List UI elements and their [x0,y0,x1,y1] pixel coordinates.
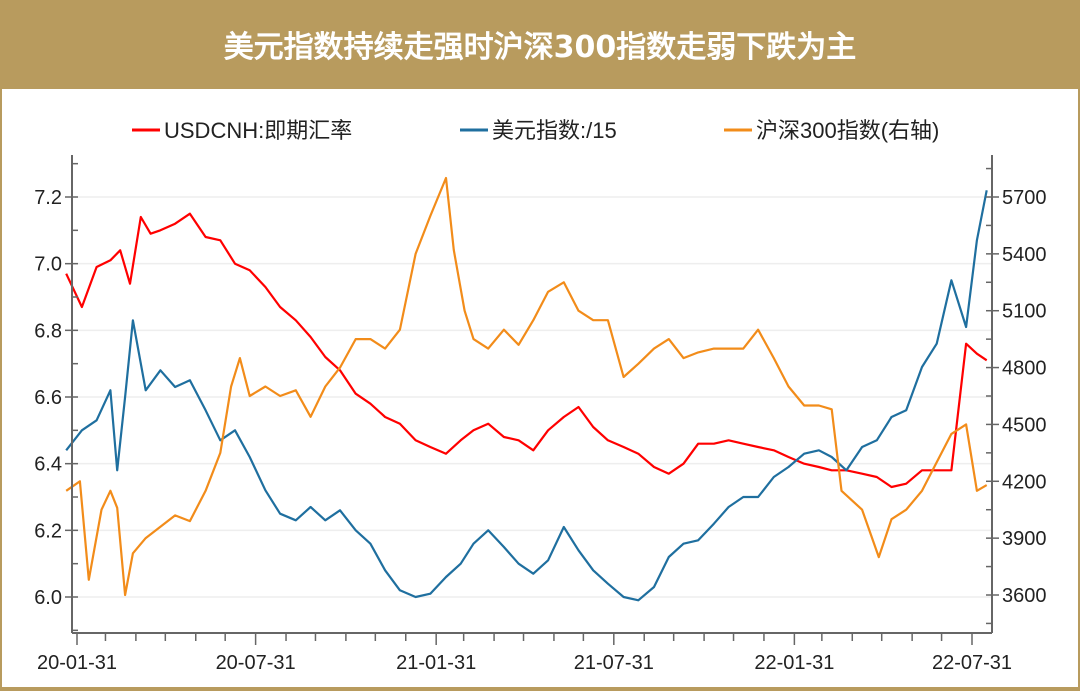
legend-item: 美元指数:/15 [460,118,617,143]
left-tick-label: 7.0 [34,254,62,276]
left-tick-label: 6.6 [34,387,62,409]
legend: USDCNH:即期汇率 美元指数:/15 沪深300指数(右轴) [132,118,939,143]
x-tick-label: 20-07-31 [216,652,296,674]
right-tick-label: 4200 [1002,471,1047,493]
series-line-2 [66,190,987,600]
gridlines [72,197,992,597]
x-tick-label: 22-01-31 [754,652,834,674]
legend-label: USDCNH:即期汇率 [164,118,352,143]
legend-label: 沪深300指数(右轴) [756,118,939,143]
legend-item: USDCNH:即期汇率 [132,118,352,143]
left-tick-label: 6.0 [34,587,62,609]
left-tick-label: 7.2 [34,187,62,209]
chart-svg: USDCNH:即期汇率 美元指数:/15 沪深300指数(右轴) 6.0 6.2 6.4… [2,89,1078,687]
series-line-3 [66,178,987,595]
right-tick-label: 5100 [1002,301,1047,323]
x-tick-label: 22-07-31 [932,652,1012,674]
right-tick-label: 3600 [1002,585,1047,607]
title-bar: 美元指数持续走强时沪深300指数走弱下跌为主 [0,0,1080,88]
x-tick-label: 21-01-31 [396,652,476,674]
legend-item: 沪深300指数(右轴) [724,118,939,143]
legend-label: 美元指数:/15 [492,118,617,143]
chart-panel: USDCNH:即期汇率 美元指数:/15 沪深300指数(右轴) 6.0 6.2 6.4… [2,89,1078,687]
page-title: 美元指数持续走强时沪深300指数走弱下跌为主 [224,22,857,66]
left-tick-label: 6.8 [34,320,62,342]
right-tick-label: 5400 [1002,244,1047,266]
right-tick-label: 5700 [1002,187,1047,209]
right-tick-label: 3900 [1002,528,1047,550]
x-tick-label: 20-01-31 [37,652,117,674]
series-group [66,178,987,600]
series-line-1 [66,214,987,487]
left-tick-label: 6.4 [34,454,62,476]
x-tick-label: 21-07-31 [574,652,654,674]
left-tick-label: 6.2 [34,520,62,542]
right-tick-label: 4800 [1002,358,1047,380]
right-tick-label: 4500 [1002,414,1047,436]
